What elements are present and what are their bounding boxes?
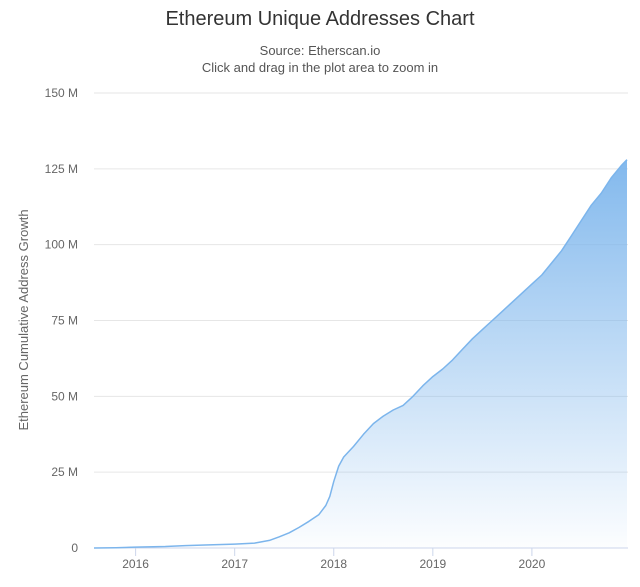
series-area-fill bbox=[94, 159, 627, 548]
y-tick-label: 100 M bbox=[45, 238, 78, 252]
series-area bbox=[93, 159, 628, 549]
x-tick-label: 2018 bbox=[320, 557, 347, 571]
y-tick-label: 125 M bbox=[45, 162, 78, 176]
x-tick-label: 2017 bbox=[221, 557, 248, 571]
chart-subtitle-source: Source: Etherscan.io bbox=[259, 43, 381, 58]
y-tick-label: 25 M bbox=[51, 465, 78, 479]
x-tick-label: 2016 bbox=[122, 557, 149, 571]
y-tick-label: 0 bbox=[71, 541, 78, 555]
y-axis-title: Ethereum Cumulative Address Growth bbox=[16, 209, 31, 430]
series-line bbox=[93, 159, 628, 549]
y-tick-label: 150 M bbox=[45, 86, 78, 100]
x-tick-label: 2020 bbox=[519, 557, 546, 571]
y-tick-label: 50 M bbox=[51, 389, 78, 403]
chart-subtitle-zoom-hint: Click and drag in the plot area to zoom … bbox=[201, 60, 439, 75]
x-tick-label: 2019 bbox=[419, 557, 446, 571]
y-tick-label: 75 M bbox=[51, 314, 78, 328]
chart-title: Ethereum Unique Addresses Chart bbox=[165, 8, 475, 30]
y-axis: 0 25 M 50 M 75 M 100 M 125 M 150 M bbox=[45, 86, 79, 555]
x-axis: 2016 2017 2018 2019 2020 bbox=[94, 547, 628, 571]
